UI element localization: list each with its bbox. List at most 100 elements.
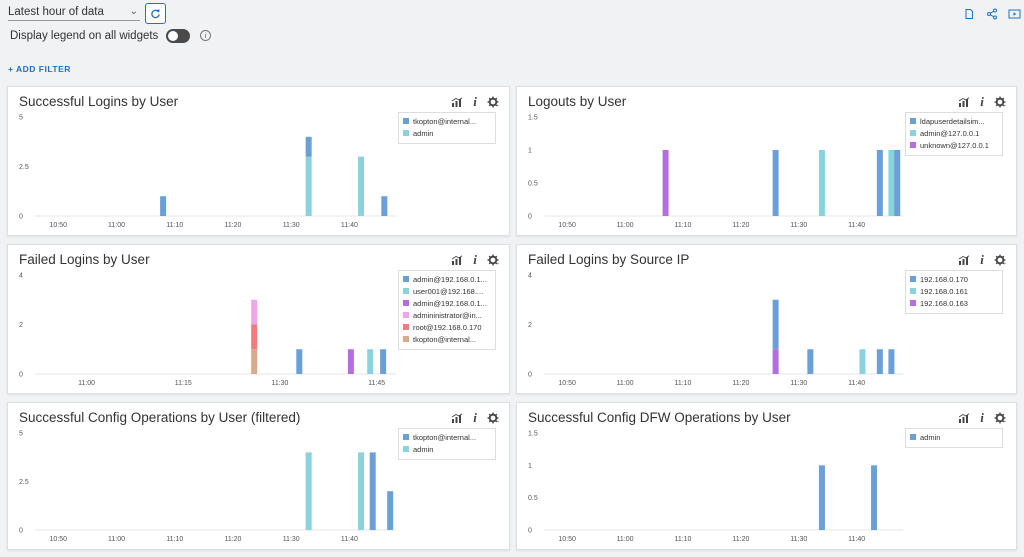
chart-bar[interactable] — [380, 349, 387, 374]
x-tick-label: 11:40 — [848, 536, 865, 543]
info-icon[interactable]: i — [473, 252, 477, 267]
chart-bar[interactable] — [358, 452, 365, 530]
x-tick-label: 11:00 — [617, 222, 634, 229]
legend-item[interactable]: admin — [403, 443, 491, 455]
chart-bar[interactable] — [772, 150, 779, 216]
chart-bar[interactable] — [347, 349, 354, 374]
chart-type-icon[interactable] — [451, 96, 463, 108]
chart-bar[interactable] — [876, 150, 883, 216]
info-icon[interactable]: i — [473, 94, 477, 109]
chart-type-icon[interactable] — [958, 96, 970, 108]
chart-legend: ldapuserdetailsim... admin@127.0.0.1 unkno… — [905, 112, 1003, 156]
gear-icon[interactable] — [487, 254, 499, 266]
legend-item[interactable]: 192.168.0.163 — [910, 297, 998, 309]
legend-item[interactable]: root@192.168.0.170 — [403, 321, 491, 333]
legend-swatch — [403, 434, 409, 440]
x-tick-label: 11:10 — [166, 536, 183, 543]
chart-bar[interactable] — [296, 349, 303, 374]
legend-swatch — [910, 118, 916, 124]
chart-bar[interactable] — [251, 299, 258, 325]
widget-tools: i — [958, 94, 1006, 109]
chevron-down-icon: ⌄ — [129, 6, 138, 17]
time-range-select[interactable]: Latest hour of data ⌄ — [8, 3, 140, 21]
legend-item[interactable]: admin — [910, 431, 998, 443]
gear-icon[interactable] — [994, 254, 1006, 266]
x-tick-label: 11:20 — [732, 380, 749, 387]
chart-type-icon[interactable] — [958, 412, 970, 424]
x-tick-label: 11:10 — [166, 222, 183, 229]
y-tick-label: 5 — [19, 115, 23, 122]
y-tick-label: 2.5 — [19, 164, 29, 171]
gear-icon[interactable] — [487, 412, 499, 424]
chart-bar[interactable] — [358, 156, 365, 216]
chart-bar[interactable] — [367, 349, 374, 374]
x-tick-label: 11:30 — [283, 222, 300, 229]
document-icon[interactable] — [963, 8, 975, 20]
chart-bar[interactable] — [662, 150, 669, 216]
legend-item[interactable]: admin@127.0.0.1 — [910, 127, 998, 139]
chart-bar[interactable] — [381, 196, 388, 216]
info-icon[interactable]: i — [200, 30, 211, 41]
x-tick-label: 11:00 — [78, 380, 95, 387]
legend-item[interactable]: tkopton@internal... — [403, 115, 491, 127]
legend-item[interactable]: admin@192.168.0.1... — [403, 273, 491, 285]
legend-item[interactable]: 192.168.0.170 — [910, 273, 998, 285]
legend-swatch — [910, 142, 916, 148]
chart-bar[interactable] — [818, 465, 825, 530]
chart-bar[interactable] — [772, 299, 779, 350]
chart-bar[interactable] — [894, 150, 901, 216]
y-tick-label: 5 — [19, 431, 23, 438]
chart-bar[interactable] — [305, 452, 312, 530]
chart-bar[interactable] — [251, 324, 258, 350]
chart-bar[interactable] — [888, 349, 895, 374]
x-tick-label: 11:00 — [108, 222, 125, 229]
share-icon[interactable] — [986, 8, 998, 20]
info-icon[interactable]: i — [980, 252, 984, 267]
presentation-icon[interactable] — [1008, 8, 1021, 20]
chart-type-icon[interactable] — [451, 412, 463, 424]
widget-title: Failed Logins by User — [19, 252, 150, 267]
legend-item[interactable]: admininistrator@in... — [403, 309, 491, 321]
add-filter-button[interactable]: + ADD FILTER — [8, 64, 71, 74]
chart-bar[interactable] — [807, 349, 814, 374]
chart-bar[interactable] — [871, 465, 878, 530]
legend-item[interactable]: 192.168.0.161 — [910, 285, 998, 297]
info-icon[interactable]: i — [980, 410, 984, 425]
gear-icon[interactable] — [994, 412, 1006, 424]
info-icon[interactable]: i — [473, 410, 477, 425]
y-tick-label: 2.5 — [19, 479, 29, 486]
chart-bar[interactable] — [772, 349, 779, 374]
y-tick-label: 0.5 — [528, 495, 538, 502]
legend-item[interactable]: user001@192.168.... — [403, 285, 491, 297]
legend-swatch — [403, 312, 409, 318]
x-tick-label: 11:30 — [790, 536, 807, 543]
chart-type-icon[interactable] — [958, 254, 970, 266]
gear-icon[interactable] — [994, 96, 1006, 108]
chart-bar[interactable] — [818, 150, 825, 216]
legend-item[interactable]: unknown@127.0.0.1 — [910, 139, 998, 151]
chart-bar[interactable] — [160, 196, 167, 216]
chart-bar[interactable] — [369, 452, 376, 530]
chart-bar[interactable] — [305, 156, 312, 216]
chart-bar[interactable] — [876, 349, 883, 374]
info-icon[interactable]: i — [980, 94, 984, 109]
gear-icon[interactable] — [487, 96, 499, 108]
legend-item[interactable]: ldapuserdetailsim... — [910, 115, 998, 127]
legend-item[interactable]: tkopton@internal... — [403, 431, 491, 443]
chart-bar[interactable] — [251, 349, 258, 374]
refresh-button[interactable] — [145, 3, 166, 24]
chart-bar[interactable] — [859, 349, 866, 374]
y-tick-label: 2 — [19, 322, 23, 329]
legend-swatch — [910, 300, 916, 306]
legend-toggle[interactable] — [166, 29, 190, 43]
widget-tools: i — [451, 94, 499, 109]
chart-bar[interactable] — [387, 491, 394, 530]
legend-label: ldapuserdetailsim... — [920, 116, 985, 126]
widget-card: 0 2 4 11:00 11:15 11:30 11:45 Failed Logins by… — [7, 244, 510, 394]
chart-bar[interactable] — [888, 150, 895, 216]
legend-item[interactable]: admin@192.168.0.1... — [403, 297, 491, 309]
legend-item[interactable]: admin — [403, 127, 491, 139]
legend-item[interactable]: tkopton@internal... — [403, 333, 491, 345]
chart-type-icon[interactable] — [451, 254, 463, 266]
chart-bar[interactable] — [305, 136, 312, 157]
